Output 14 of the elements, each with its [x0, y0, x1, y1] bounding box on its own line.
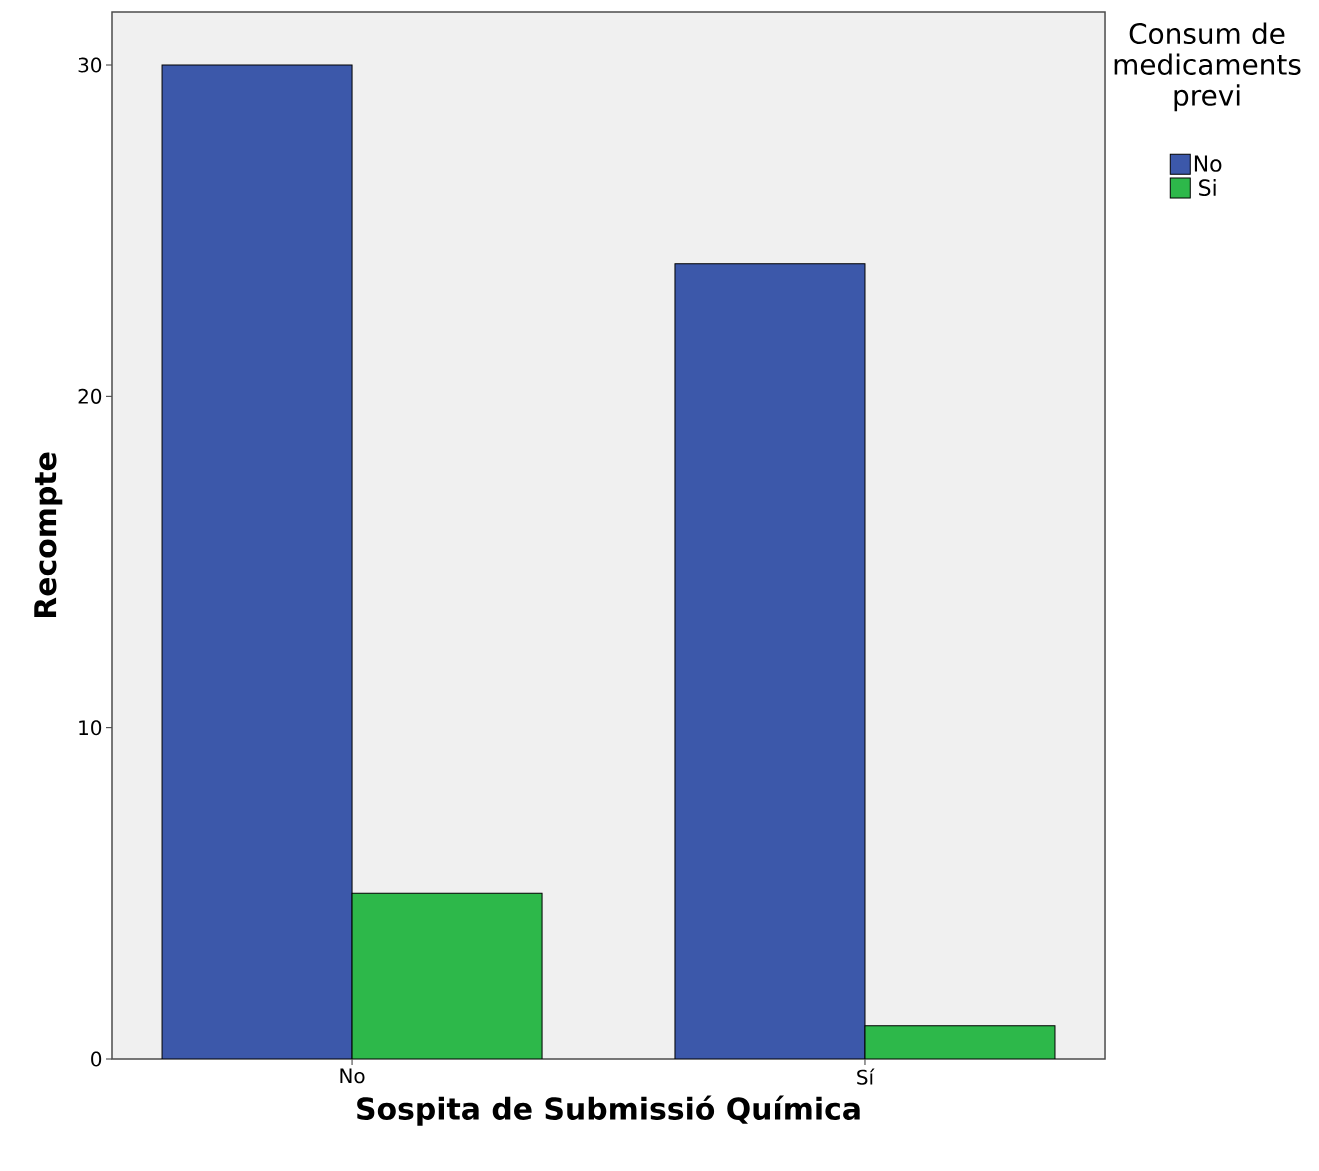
- legend-title: Consum de medicaments previ: [1114, 22, 1301, 112]
- y-tick-label: 10: [79, 720, 102, 736]
- legend-label: Si: [1199, 178, 1216, 196]
- bar: [351, 892, 543, 1059]
- x-tick-label: Sí: [857, 1068, 875, 1085]
- bar: [674, 263, 866, 1059]
- bar: [864, 1025, 1056, 1059]
- x-axis-title: Sospita de Submissió Química: [357, 1095, 860, 1126]
- y-axis-title: Recompte: [34, 452, 63, 618]
- y-tick-label: 30: [78, 57, 102, 73]
- y-tick-label: 20: [78, 388, 102, 404]
- y-tick-label: 0: [91, 1051, 102, 1067]
- legend-label: No: [1194, 155, 1222, 172]
- bar: [161, 64, 353, 1059]
